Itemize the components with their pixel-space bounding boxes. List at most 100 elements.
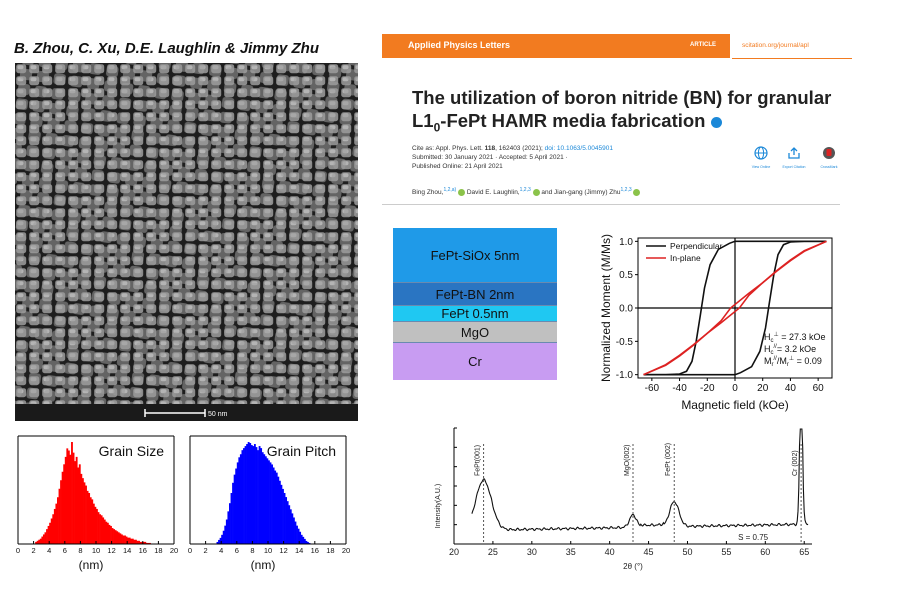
histogram-bar (66, 448, 69, 545)
histogram-bar (280, 484, 283, 544)
x-tick-label: 60 (760, 547, 770, 557)
histogram-bar (55, 503, 58, 545)
histogram-bar (145, 542, 148, 544)
histogram-bar (38, 539, 41, 544)
histogram-bar (235, 468, 238, 544)
histogram-bar (116, 531, 119, 544)
series-line-inplane (643, 240, 827, 376)
histogram-bar (69, 454, 72, 544)
histogram-bar (269, 462, 272, 544)
layer-fept-siox: FePt-SiOx 5nm (393, 228, 557, 283)
journal-url[interactable]: scitation.org/journal/apl (742, 42, 809, 49)
histogram-bar (268, 460, 270, 544)
histogram-bar (253, 444, 256, 544)
histogram-bar (142, 541, 145, 545)
x-tick-label: 8 (250, 546, 254, 555)
histogram-bar (111, 528, 114, 544)
x-tick-label: 20 (342, 546, 350, 555)
citation-block: Cite as: Appl. Phys. Lett. 118, 162403 (… (412, 144, 613, 171)
histogram-title: Grain Size (99, 443, 165, 459)
title-line-2: L10-FePt HAMR media fabrication (412, 109, 842, 140)
histogram-bar (233, 474, 236, 544)
orcid-icon[interactable] (532, 188, 540, 196)
x-tick-label: 4 (219, 546, 223, 555)
x-tick-label: -60 (645, 383, 660, 394)
y-tick-label: -1.0 (616, 370, 634, 381)
histogram-bar (44, 532, 47, 544)
x-tick-label: -40 (672, 383, 687, 394)
histogram-bar (46, 529, 48, 545)
crossmark-button[interactable]: CrossMark (814, 146, 844, 169)
orcid-icon[interactable] (633, 188, 641, 196)
histogram-title: Grain Pitch (267, 443, 336, 459)
histogram-bar (110, 525, 112, 544)
x-tick-label: 55 (721, 547, 731, 557)
histogram-bar (113, 529, 116, 545)
x-tick-label: 16 (139, 546, 147, 555)
histogram-bar (255, 447, 258, 544)
histogram-bar (61, 471, 64, 544)
histogram-bar (71, 442, 73, 544)
y-tick-label: -0.5 (616, 337, 634, 348)
histogram-bar (74, 461, 77, 545)
histogram-bar (94, 506, 97, 544)
x-tick-label: 14 (295, 546, 303, 555)
histogram-bar (102, 517, 105, 544)
xrd-annotation: S = 0.75 (738, 533, 769, 542)
x-tick-label: -20 (700, 383, 715, 394)
peak-label: FePt (002) (665, 443, 672, 476)
annotation-hc-perp: Hc⊥ = 27.3 kOe (764, 331, 826, 344)
histogram-bar (58, 488, 61, 544)
histogram-bar (47, 525, 50, 544)
histogram-bar (88, 493, 91, 544)
histogram-bar (133, 539, 136, 544)
x-tick-label: 10 (264, 546, 272, 555)
histogram-bar (100, 515, 103, 544)
histogram-bar (221, 534, 224, 544)
histogram-bar (261, 452, 264, 544)
histogram-bar (92, 503, 95, 545)
y-tick-label: 1.0 (619, 237, 633, 248)
orcid-icon[interactable] (458, 188, 466, 196)
citation-line: Cite as: Appl. Phys. Lett. 118, 162403 (… (412, 145, 613, 152)
histogram-bar (247, 442, 250, 544)
histogram-bar (272, 467, 275, 544)
x-axis-label: 2θ (°) (623, 562, 643, 571)
histogram-bar (97, 512, 100, 545)
histogram-bar (296, 525, 298, 544)
histogram-bar (130, 538, 133, 544)
x-tick-label: 12 (107, 546, 115, 555)
histogram-bar (86, 490, 89, 544)
histogram-bar (63, 464, 66, 544)
histogram-bar (81, 478, 84, 545)
histogram-bar (257, 450, 259, 544)
x-tick-label: 8 (78, 546, 82, 555)
legend-label: In-plane (670, 253, 701, 263)
x-tick-label: 6 (63, 546, 67, 555)
article-type: ARTICLE (690, 42, 716, 48)
histogram-bar (289, 509, 292, 544)
histogram-bar (135, 539, 137, 544)
histogram-bar (264, 456, 267, 544)
article-actions: View Online Export Citation CrossMark (746, 146, 846, 178)
histogram-bar (238, 457, 241, 544)
x-tick-label: 20 (170, 546, 178, 555)
histogram-bar (72, 452, 75, 545)
histogram-bar (225, 519, 228, 544)
histogram-bar (39, 538, 42, 544)
histogram-bar (263, 454, 266, 544)
doi-link[interactable]: doi: 10.1063/5.0045901 (544, 145, 613, 152)
histogram-bar (277, 476, 280, 544)
peak-label: FePt(001) (475, 445, 482, 476)
journal-header-bar: Applied Physics Letters ARTICLE (382, 34, 730, 58)
layer-stack-diagram: FePt-SiOx 5nm FePt-BN 2nm FePt 0.5nm MgO… (393, 228, 557, 380)
view-online-button[interactable]: View Online (746, 146, 776, 169)
histogram-bar (305, 540, 308, 544)
histogram-bar (266, 458, 269, 544)
histogram-bar (216, 541, 219, 544)
x-tick-label: 45 (644, 547, 654, 557)
histogram-bar (124, 535, 126, 544)
export-citation-button[interactable]: Export Citation (779, 146, 809, 169)
x-tick-label: 0 (732, 383, 738, 394)
layer-fept: FePt 0.5nm (393, 306, 557, 322)
